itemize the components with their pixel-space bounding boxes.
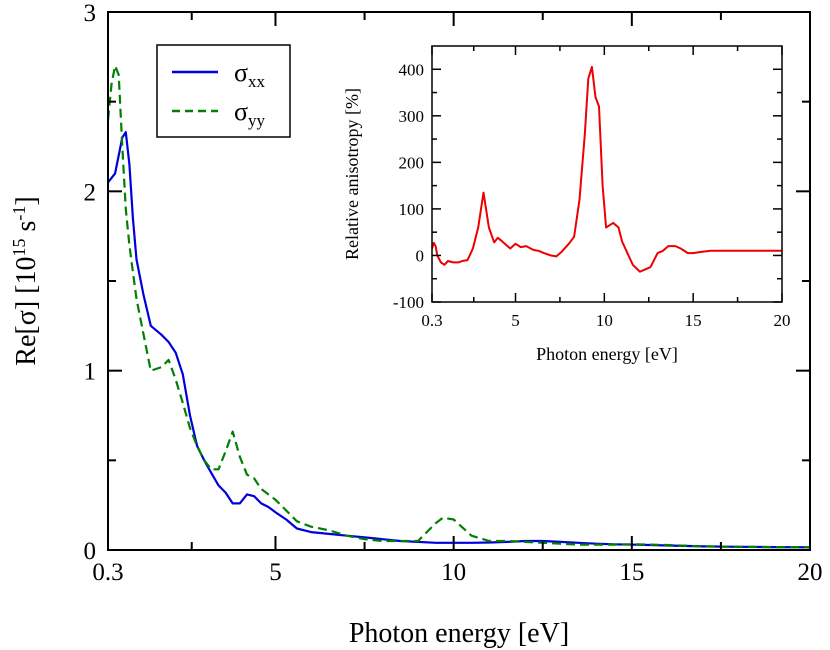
- y-tick-label: 400: [399, 60, 425, 79]
- legend-symbol-yy: σ: [234, 97, 248, 126]
- y-title-main-part: Re[σ] [10: [11, 257, 42, 366]
- legend: σxx σyy: [156, 44, 291, 138]
- y-tick-label: 200: [399, 153, 425, 172]
- inset-plot-frame: [431, 45, 783, 303]
- x-tick-label: 0.3: [421, 311, 442, 330]
- y-tick-label: 2: [84, 179, 97, 206]
- legend-subscript-xx: xx: [248, 72, 266, 91]
- y-title-exponent-minus1: -1: [9, 206, 29, 221]
- y-title-unit-s: s: [11, 221, 42, 239]
- series-line-anisotropy: [431, 65, 782, 273]
- main-y-axis-title: Re[σ] [1015 s-1]: [9, 196, 42, 365]
- x-tick-label: 15: [619, 559, 644, 586]
- x-tick-label: 10: [596, 311, 613, 330]
- inset-y-axis-title: Relative anisotropy [%]: [342, 88, 362, 260]
- legend-box: [156, 44, 291, 138]
- x-tick-label: 20: [798, 559, 823, 586]
- y-tick-label: 0: [84, 538, 97, 565]
- y-title-exponent-15: 15: [9, 239, 29, 257]
- y-tick-label: 300: [399, 107, 425, 126]
- y-tick-label: 0: [416, 246, 425, 265]
- y-title-close-bracket: ]: [11, 196, 42, 205]
- x-tick-label: 10: [441, 559, 466, 586]
- inset-background: [432, 46, 782, 302]
- inset-ticks-group: 0.3 5 10 15 20 -100 0 100 200 300 400: [393, 46, 791, 330]
- y-tick-label: 3: [84, 0, 97, 27]
- inset-series-group: [431, 65, 782, 273]
- main-x-axis-title: Photon energy [eV]: [349, 618, 569, 649]
- y-tick-label: 1: [84, 359, 97, 386]
- inset-chart: 0.3 5 10 15 20 -100 0 100 200 300 400 Photon energ…: [342, 45, 791, 364]
- inset-x-axis-title: Photon energy [eV]: [536, 344, 678, 364]
- main-series-group: [106, 64, 811, 549]
- y-tick-label: 100: [399, 200, 425, 219]
- y-tick-label: -100: [393, 293, 424, 312]
- legend-label-sigma-xx: σxx: [234, 58, 266, 91]
- x-tick-label: 5: [511, 311, 520, 330]
- x-tick-label: 0.3: [92, 559, 123, 586]
- x-tick-label: 20: [774, 311, 791, 330]
- series-line-sigma_xx: [107, 131, 811, 549]
- x-tick-label: 15: [685, 311, 702, 330]
- legend-subscript-yy: yy: [248, 111, 266, 130]
- legend-symbol-xx: σ: [234, 58, 248, 87]
- legend-label-sigma-yy: σyy: [234, 97, 266, 130]
- x-tick-label: 5: [269, 559, 282, 586]
